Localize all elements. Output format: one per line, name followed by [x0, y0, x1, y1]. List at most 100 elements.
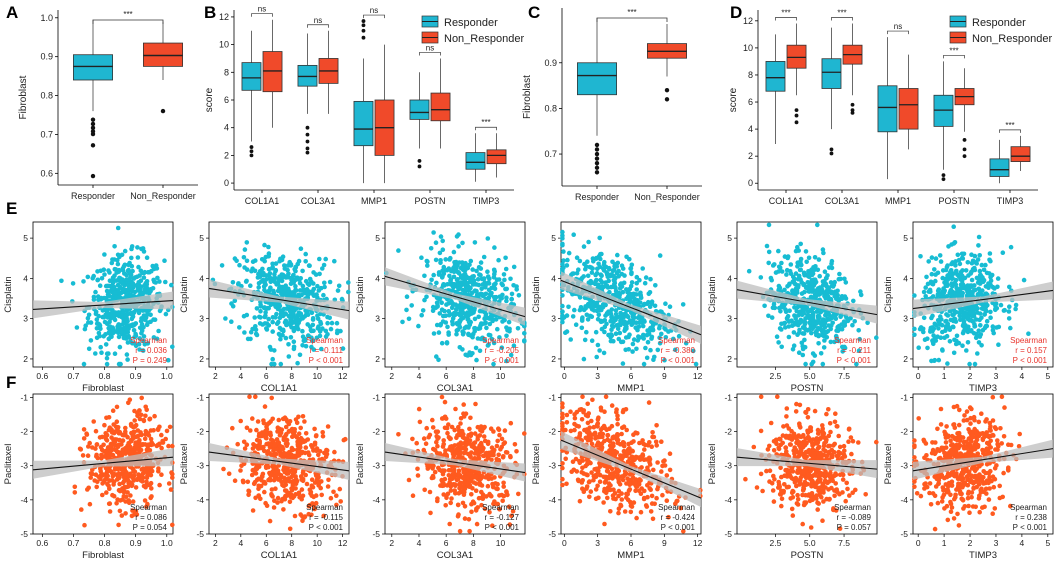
scatter-point [928, 289, 933, 295]
y-tick-label: -4 [196, 495, 204, 505]
scatter-point [610, 259, 615, 265]
scatter-point [924, 274, 929, 280]
scatter-point [272, 498, 277, 504]
x-tick-label: MMP1 [885, 196, 911, 206]
scatter-point [779, 260, 784, 266]
scatter-point [976, 340, 982, 345]
scatter-point [976, 276, 981, 282]
scatter-point [822, 293, 827, 299]
scatter-point [502, 277, 507, 283]
scatter-point [841, 323, 847, 328]
scatter-point [410, 493, 416, 499]
scatter-point [269, 452, 274, 458]
scatter-point [1013, 302, 1019, 308]
scatter-points [912, 224, 1031, 367]
scatter-point [267, 518, 273, 524]
scatter-point [406, 477, 412, 483]
scatter-point [131, 328, 137, 333]
x-tick-label: 6 [629, 371, 634, 381]
scatter-point [116, 474, 121, 479]
box-Non_Responder-COL1A1 [262, 51, 283, 93]
stat-p-prefix: P [309, 356, 316, 365]
scatter-point [315, 313, 320, 318]
scatter-point [255, 419, 261, 424]
scatter-point [107, 319, 112, 325]
scatter-point [809, 330, 814, 336]
x-tick-label: 2 [389, 538, 394, 548]
scatter-point [312, 440, 318, 446]
scatter-point [812, 277, 818, 283]
stat-r-value: -0.211 [849, 346, 872, 355]
scatter-point [825, 273, 830, 278]
scatter-point [502, 428, 508, 433]
scatter-point [263, 277, 269, 282]
scatter-point [159, 472, 164, 478]
x-tick-label: 8 [471, 371, 476, 381]
scatter-point [138, 268, 144, 274]
scatter-point [440, 319, 446, 324]
scatter-point [976, 243, 981, 248]
scatter-point [283, 311, 289, 317]
scatter-point [953, 277, 959, 283]
y-tick-label: 10 [219, 40, 229, 50]
scatter-point [246, 488, 251, 494]
scatter-point [250, 508, 256, 513]
outlier-point [361, 28, 366, 33]
scatter-point [936, 287, 942, 292]
scatter-point [457, 260, 462, 265]
scatter-point [136, 433, 141, 439]
scatter-point [236, 281, 241, 286]
scatter-point [815, 286, 821, 291]
scatter-point [466, 332, 471, 338]
scatter-point [96, 313, 101, 319]
scatter-point [818, 327, 824, 332]
scatter-point [615, 252, 620, 258]
scatter-point [170, 443, 175, 449]
scatter-point [144, 479, 149, 485]
scatter-point [503, 255, 508, 261]
scatter-point [494, 443, 500, 449]
significance-bracket [307, 24, 329, 28]
scatter-point [120, 267, 126, 273]
scatter-point [229, 301, 234, 306]
scatter-point [491, 275, 497, 280]
y-tick-label: 8 [748, 70, 753, 80]
scatter-point [634, 325, 640, 330]
x-tick-label: 12 [338, 538, 348, 548]
scatter-point [303, 445, 309, 450]
scatter-point [983, 262, 988, 268]
scatter-point [241, 439, 247, 445]
scatter-point [97, 435, 103, 440]
scatter-point [453, 289, 459, 295]
outlier-point [794, 108, 799, 113]
scatter-point [293, 476, 299, 482]
scatter-point [498, 296, 504, 301]
scatter-point [508, 276, 513, 282]
y-tick-label: 0 [748, 178, 753, 188]
scatter-point [783, 325, 788, 330]
scatter-point [85, 274, 91, 280]
scatter-point [942, 280, 947, 285]
scatter-point [277, 332, 283, 338]
scatter-point [831, 282, 837, 288]
x-tick-label: COL1A1 [245, 196, 280, 206]
scatter-point [140, 308, 146, 313]
outlier-point [417, 164, 422, 169]
scatter-point [796, 350, 802, 356]
scatter-point [130, 508, 135, 513]
scatter-point [289, 291, 294, 296]
scatter-point [153, 263, 159, 268]
scatter-point [340, 346, 346, 351]
scatter-point [104, 438, 110, 443]
scatter-point [938, 259, 944, 264]
outlier-point [305, 139, 310, 144]
scatter-point [691, 348, 696, 354]
scatter-point [794, 308, 799, 314]
scatter-point [424, 425, 430, 431]
scatter-point [114, 419, 120, 425]
scatter-point [281, 437, 287, 443]
scatter-point [142, 342, 148, 347]
x-tick-label: 0.7 [68, 371, 80, 381]
scatter-point [155, 275, 160, 281]
